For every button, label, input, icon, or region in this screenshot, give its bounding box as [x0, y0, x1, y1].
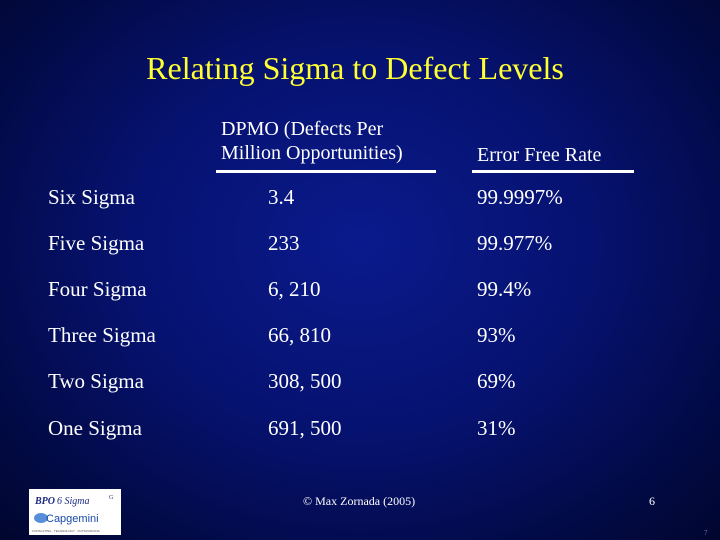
- error-free-rate-value: 99.9997%: [477, 185, 563, 209]
- dpmo-value: 233: [268, 231, 300, 255]
- error-free-rate-value: 99.4%: [477, 277, 532, 301]
- bpo-6-sigma-capgemini-logo: BPO 6 Sigma G Capgemini CONSULTING . TEC…: [29, 489, 121, 535]
- error-free-rate-value: 99.977%: [477, 231, 553, 255]
- logo-graphic: BPO 6 Sigma G Capgemini CONSULTING . TEC…: [32, 495, 114, 533]
- logo-tagline-text: CONSULTING . TECHNOLOGY . OUTSOURCING: [32, 529, 101, 533]
- error-free-rate-value: 93%: [477, 323, 516, 347]
- dpmo-value: 6, 210: [268, 277, 321, 301]
- dpmo-column-header: DPMO (Defects Per Million Opportunities): [221, 117, 403, 165]
- table-row: Five Sigma 233 99.977%: [0, 231, 720, 261]
- sigma-level: One Sigma: [48, 416, 142, 440]
- table-row: Four Sigma 6, 210 99.4%: [0, 277, 720, 307]
- logo-6sigma-text: 6 Sigma: [57, 496, 90, 507]
- sigma-level: Three Sigma: [48, 323, 156, 347]
- error-free-rate-underline: [472, 170, 634, 173]
- table-row: One Sigma 691, 500 31%: [0, 416, 720, 446]
- error-free-rate-value: 69%: [477, 369, 516, 393]
- sigma-level: Two Sigma: [48, 369, 144, 393]
- sigma-level: Six Sigma: [48, 185, 135, 209]
- sigma-level: Four Sigma: [48, 277, 147, 301]
- dpmo-value: 66, 810: [268, 323, 331, 347]
- dpmo-header-line1: DPMO (Defects Per: [221, 118, 384, 140]
- logo-capgemini-text: Capgemini: [46, 513, 99, 525]
- error-free-rate-header: Error Free Rate: [477, 144, 602, 166]
- table-row: Six Sigma 3.4 99.9997%: [0, 185, 720, 215]
- copyright-footer: © Max Zornada (2005): [303, 494, 416, 508]
- logo-mark-text: G: [109, 495, 114, 501]
- corner-mark: 7: [704, 529, 708, 537]
- dpmo-value: 3.4: [268, 185, 295, 209]
- slide-title: Relating Sigma to Defect Levels: [146, 50, 564, 86]
- dpmo-value: 308, 500: [268, 369, 342, 393]
- dpmo-value: 691, 500: [268, 416, 342, 440]
- table-row: Three Sigma 66, 810 93%: [0, 323, 720, 353]
- table-row: Two Sigma 308, 500 69%: [0, 369, 720, 399]
- logo-spade-icon: [34, 513, 48, 523]
- error-free-rate-value: 31%: [477, 416, 516, 440]
- page-number: 6: [649, 494, 655, 508]
- sigma-level: Five Sigma: [48, 231, 145, 255]
- dpmo-header-underline: [216, 170, 436, 173]
- logo-bpo-text: BPO: [34, 496, 55, 507]
- dpmo-header-line2: Million Opportunities): [221, 142, 403, 164]
